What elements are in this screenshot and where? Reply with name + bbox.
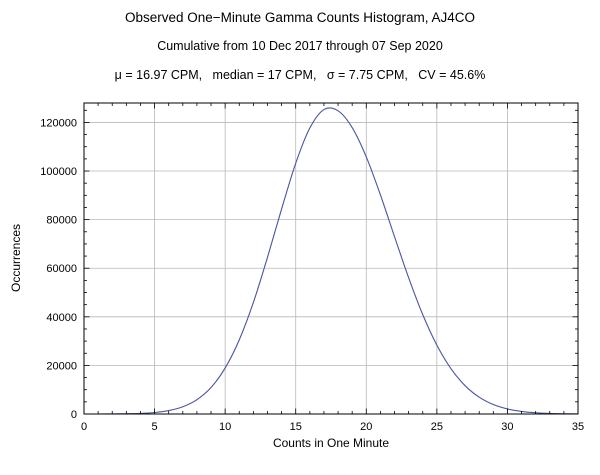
x-axis-label: Counts in One Minute bbox=[273, 436, 389, 450]
x-tick-label: 30 bbox=[501, 421, 513, 433]
y-tick-label: 0 bbox=[71, 409, 77, 421]
chart-stats-annotation: μ = 16.97 CPM, median = 17 CPM, σ = 7.75… bbox=[114, 68, 486, 82]
histogram-curve bbox=[83, 107, 579, 415]
chart-title: Observed One−Minute Gamma Counts Histogr… bbox=[124, 10, 476, 25]
y-tick-label: 20000 bbox=[46, 360, 77, 372]
x-tick-label: 20 bbox=[360, 421, 372, 433]
x-tick-label: 35 bbox=[572, 421, 584, 433]
frame-rect bbox=[83, 102, 579, 415]
curve-path bbox=[83, 107, 579, 415]
y-tick-label: 120000 bbox=[40, 117, 77, 129]
chart-subtitle: Cumulative from 10 Dec 2017 through 07 S… bbox=[157, 39, 443, 53]
x-tick-label: 25 bbox=[431, 421, 443, 433]
x-tick-label: 5 bbox=[152, 421, 158, 433]
axis-ticks bbox=[83, 103, 579, 415]
x-tick-label: 0 bbox=[81, 421, 87, 433]
y-tick-label: 80000 bbox=[46, 215, 77, 227]
plot-frame bbox=[83, 102, 579, 415]
y-tick-label: 40000 bbox=[46, 312, 77, 324]
x-tick-label: 15 bbox=[290, 421, 302, 433]
y-axis-label: Occurrences bbox=[9, 224, 23, 292]
grid-lines bbox=[84, 103, 578, 414]
y-tick-label: 60000 bbox=[46, 263, 77, 275]
tick-labels: 0 5 10 15 20 25 30 35 0 20000 40000 60000 80000 10000… bbox=[40, 117, 584, 433]
x-tick-label: 10 bbox=[219, 421, 231, 433]
y-tick-label: 100000 bbox=[40, 166, 77, 178]
